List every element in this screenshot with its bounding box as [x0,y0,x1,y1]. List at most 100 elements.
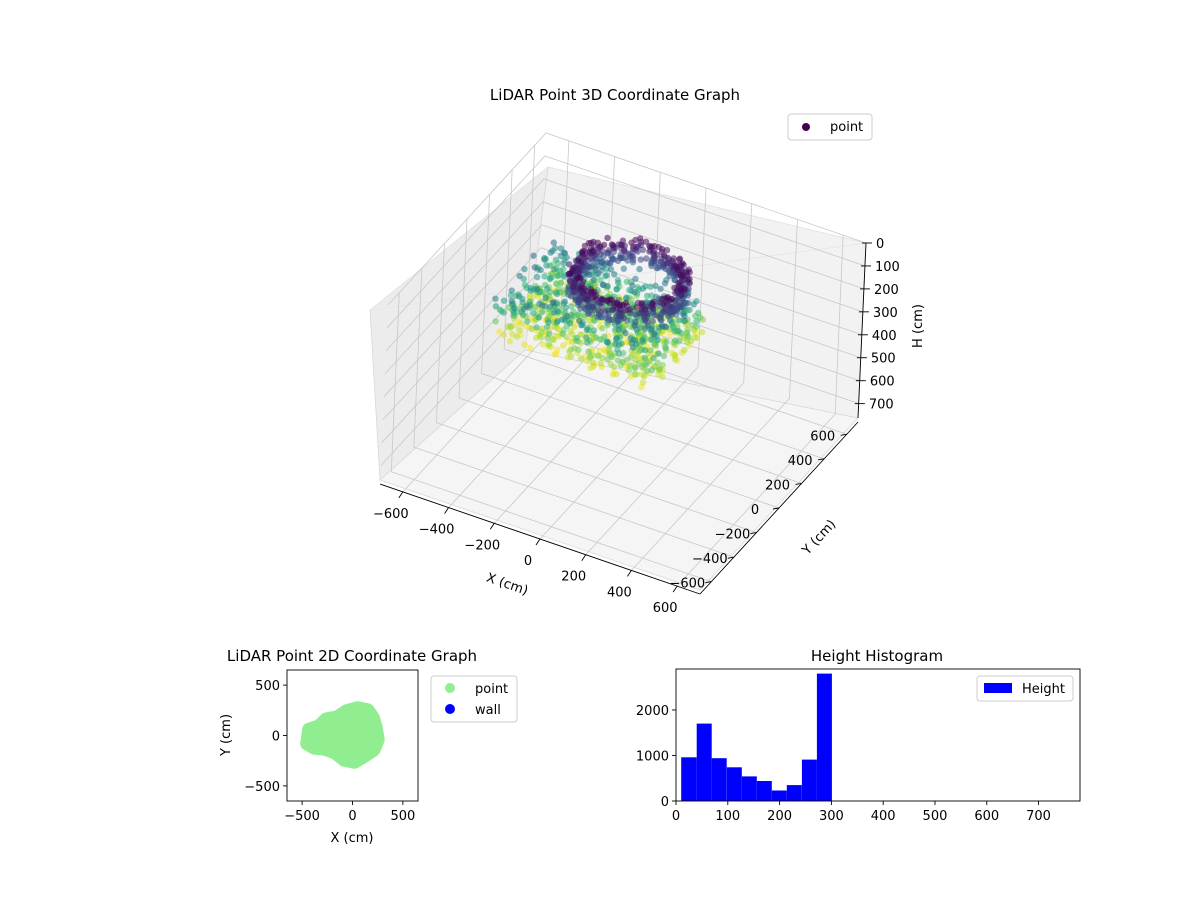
x-tick-3d [444,507,449,514]
data-point-3d [648,262,655,270]
data-point-3d [554,318,561,325]
data-point-3d [526,293,533,301]
data-point-3d [638,363,646,371]
data-point-3d [568,303,575,310]
data-point-3d [597,313,604,321]
y-tick-label-3d: 400 [788,454,813,469]
data-point-3d [496,328,503,335]
data-point-3d [530,310,537,317]
data-point-3d [587,364,594,372]
data-point-3d [571,323,578,331]
data-point-3d [542,294,549,301]
data-point-3d [583,295,591,303]
data-point-3d [500,297,508,304]
data-point-3d [637,256,644,263]
data-point-3d [649,300,656,307]
data-point-3d [507,323,514,330]
y-tick-3d [705,581,712,584]
y-tick-label-3d: −600 [669,577,705,592]
data-point-3d [577,305,584,312]
y-tick-3d [818,458,825,461]
data-point-3d [528,325,535,333]
data-point-3d [585,309,593,316]
data-point-3d [613,371,620,378]
data-point-3d [678,274,685,281]
x-tick-3d [535,538,541,546]
histogram-bar [816,673,832,801]
x-axis-label-2d: X (cm) [331,831,374,846]
data-point-3d [567,353,575,360]
data-point-3d [543,262,550,269]
data-point-3d [633,351,640,359]
data-point-3d [617,362,624,369]
x-tick-3d [627,570,632,577]
legend-2d: point wall [430,675,518,723]
x-tick-label-3d: 200 [561,570,586,585]
data-point-3d [692,312,699,320]
histogram-bar [726,767,742,801]
data-point-3d [600,241,608,249]
chart-3d: LiDAR Point 3D Coordinate Graph −600 −400… [368,86,926,616]
data-point-3d [677,291,685,298]
data-point-3d [587,353,594,360]
data-point-3d [597,360,604,367]
data-point-3d [675,338,683,345]
data-point-3d [508,297,515,304]
data-point-3d [592,334,600,341]
chart-2d: LiDAR Point 2D Coordinate Graph −500 0 500… [219,647,518,846]
data-point-3d [623,295,630,302]
data-point-3d [632,311,639,318]
data-point-3d [516,327,523,334]
data-point-3d [651,311,658,319]
data-point-3d [575,346,582,353]
data-point-3d [550,239,557,246]
data-point-3d [546,275,554,283]
data-point-3d [584,339,591,346]
data-point-3d [622,329,629,337]
x-tick-label-hist: 300 [819,809,844,824]
data-point-3d [576,317,583,324]
ticks-2d: −500 0 500 −500 0 500 [244,679,415,824]
data-point-3d [599,281,607,288]
data-point-3d [636,265,643,273]
data-point-3d [648,336,655,343]
grid-line-y [436,243,757,533]
data-point-3d [660,300,667,308]
x-tick-3d [398,491,404,499]
data-point-3d [643,367,651,374]
histogram-bar [711,758,727,801]
data-point-3d [541,273,548,280]
data-point-3d [573,334,580,342]
data-point-3d [601,308,608,315]
data-point-3d [581,242,589,250]
data-point-3d [631,322,638,329]
data-point-3d [583,302,590,309]
data-point-3d [539,302,546,309]
x-tick-label-3d: −600 [373,507,409,522]
y-axis-label-3d: Y (cm) [799,517,839,559]
data-point-3d [492,318,499,325]
data-point-3d [647,347,654,354]
data-point-3d [641,316,649,323]
z-tick-label-3d: 500 [871,352,896,367]
data-point-3d [553,280,560,287]
data-point-3d [637,346,644,354]
x-axis-label-3d: X (cm) [484,571,530,599]
legend-2d-label-point: point [475,682,508,697]
data-point-3d [631,364,639,372]
data-point-3d [506,338,514,345]
y-tick-3d [772,507,780,510]
grid-line-z [382,247,862,421]
data-point-3d [651,331,658,338]
z-tick-label-3d: 100 [875,260,900,275]
points-3d [492,234,707,391]
data-point-3d [551,266,558,273]
data-point-3d [562,304,569,311]
data-point-3d [681,347,688,354]
data-point-3d [511,305,518,312]
y-tick-3d [795,482,802,485]
legend-histogram-label: Height [1022,682,1065,697]
x-tick-3d [672,585,678,593]
data-point-3d [647,283,654,290]
grid-line-z [384,201,864,375]
